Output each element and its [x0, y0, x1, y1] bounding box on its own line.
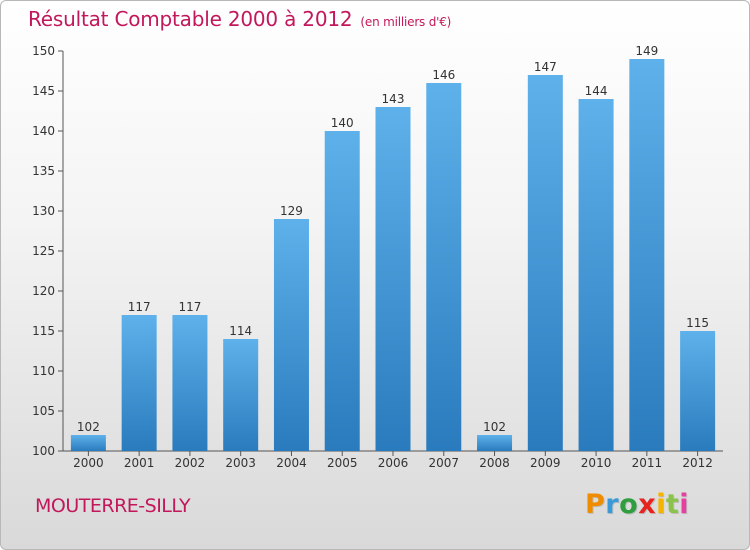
bar-value-label: 146 — [432, 68, 455, 82]
bar — [223, 339, 259, 451]
x-tick-label: 2005 — [327, 456, 358, 470]
proxiti-logo: Proxiti — [585, 489, 689, 520]
bar — [578, 99, 614, 451]
chart-title: Résultat Comptable 2000 à 2012 (en millie… — [28, 7, 451, 31]
x-tick-label: 2012 — [682, 456, 713, 470]
bar — [680, 331, 716, 451]
bar-value-label: 129 — [280, 204, 303, 218]
logo-letter: o — [619, 489, 639, 520]
bar-value-label: 143 — [382, 92, 405, 106]
x-tick-label: 2006 — [378, 456, 409, 470]
bar — [70, 435, 106, 451]
bar-value-label: 102 — [77, 420, 100, 434]
x-tick-label: 2010 — [581, 456, 612, 470]
y-tick-label: 110 — [32, 364, 55, 378]
chart-title-text: Résultat Comptable 2000 à 2012 — [28, 7, 353, 31]
bar — [121, 315, 157, 451]
y-tick-label: 150 — [32, 44, 55, 58]
y-tick-label: 120 — [32, 284, 55, 298]
y-tick-label: 130 — [32, 204, 55, 218]
y-tick-label: 135 — [32, 164, 55, 178]
logo-letter: i — [679, 489, 690, 520]
logo-letter: i — [656, 489, 666, 520]
y-tick-label: 125 — [32, 244, 55, 258]
bar — [172, 315, 208, 451]
x-tick-label: 2011 — [632, 456, 663, 470]
bar-value-label: 117 — [128, 300, 151, 314]
bar — [375, 107, 411, 451]
bar — [273, 219, 309, 451]
logo-letter: x — [638, 489, 657, 520]
bar-value-label: 117 — [178, 300, 201, 314]
y-tick-label: 145 — [32, 84, 55, 98]
bar — [324, 131, 360, 451]
bar-value-label: 115 — [686, 316, 709, 330]
logo-letter: r — [605, 489, 620, 520]
bar-value-label: 102 — [483, 420, 506, 434]
x-tick-label: 2009 — [530, 456, 561, 470]
x-tick-label: 2002 — [175, 456, 206, 470]
x-tick-label: 2004 — [276, 456, 307, 470]
bar-value-label: 147 — [534, 60, 557, 74]
y-tick-label: 140 — [32, 124, 55, 138]
x-tick-label: 2000 — [73, 456, 104, 470]
x-tick-label: 2008 — [479, 456, 510, 470]
y-tick-label: 115 — [32, 324, 55, 338]
bar — [527, 75, 563, 451]
logo-letter: t — [665, 489, 680, 520]
bar-value-label: 114 — [229, 324, 252, 338]
location-name: MOUTERRE-SILLY — [35, 495, 191, 517]
y-tick-label: 105 — [32, 404, 55, 418]
y-tick-label: 100 — [32, 444, 55, 458]
bar — [426, 83, 462, 451]
x-tick-label: 2003 — [225, 456, 256, 470]
bar — [629, 59, 665, 451]
bar-value-label: 149 — [635, 44, 658, 58]
bar-value-label: 144 — [585, 84, 608, 98]
logo-letter: P — [585, 489, 606, 520]
x-tick-label: 2001 — [124, 456, 155, 470]
x-tick-label: 2007 — [428, 456, 459, 470]
bar — [477, 435, 513, 451]
chart-unit-note: (en milliers d'€) — [360, 15, 452, 29]
bar-value-label: 140 — [331, 116, 354, 130]
